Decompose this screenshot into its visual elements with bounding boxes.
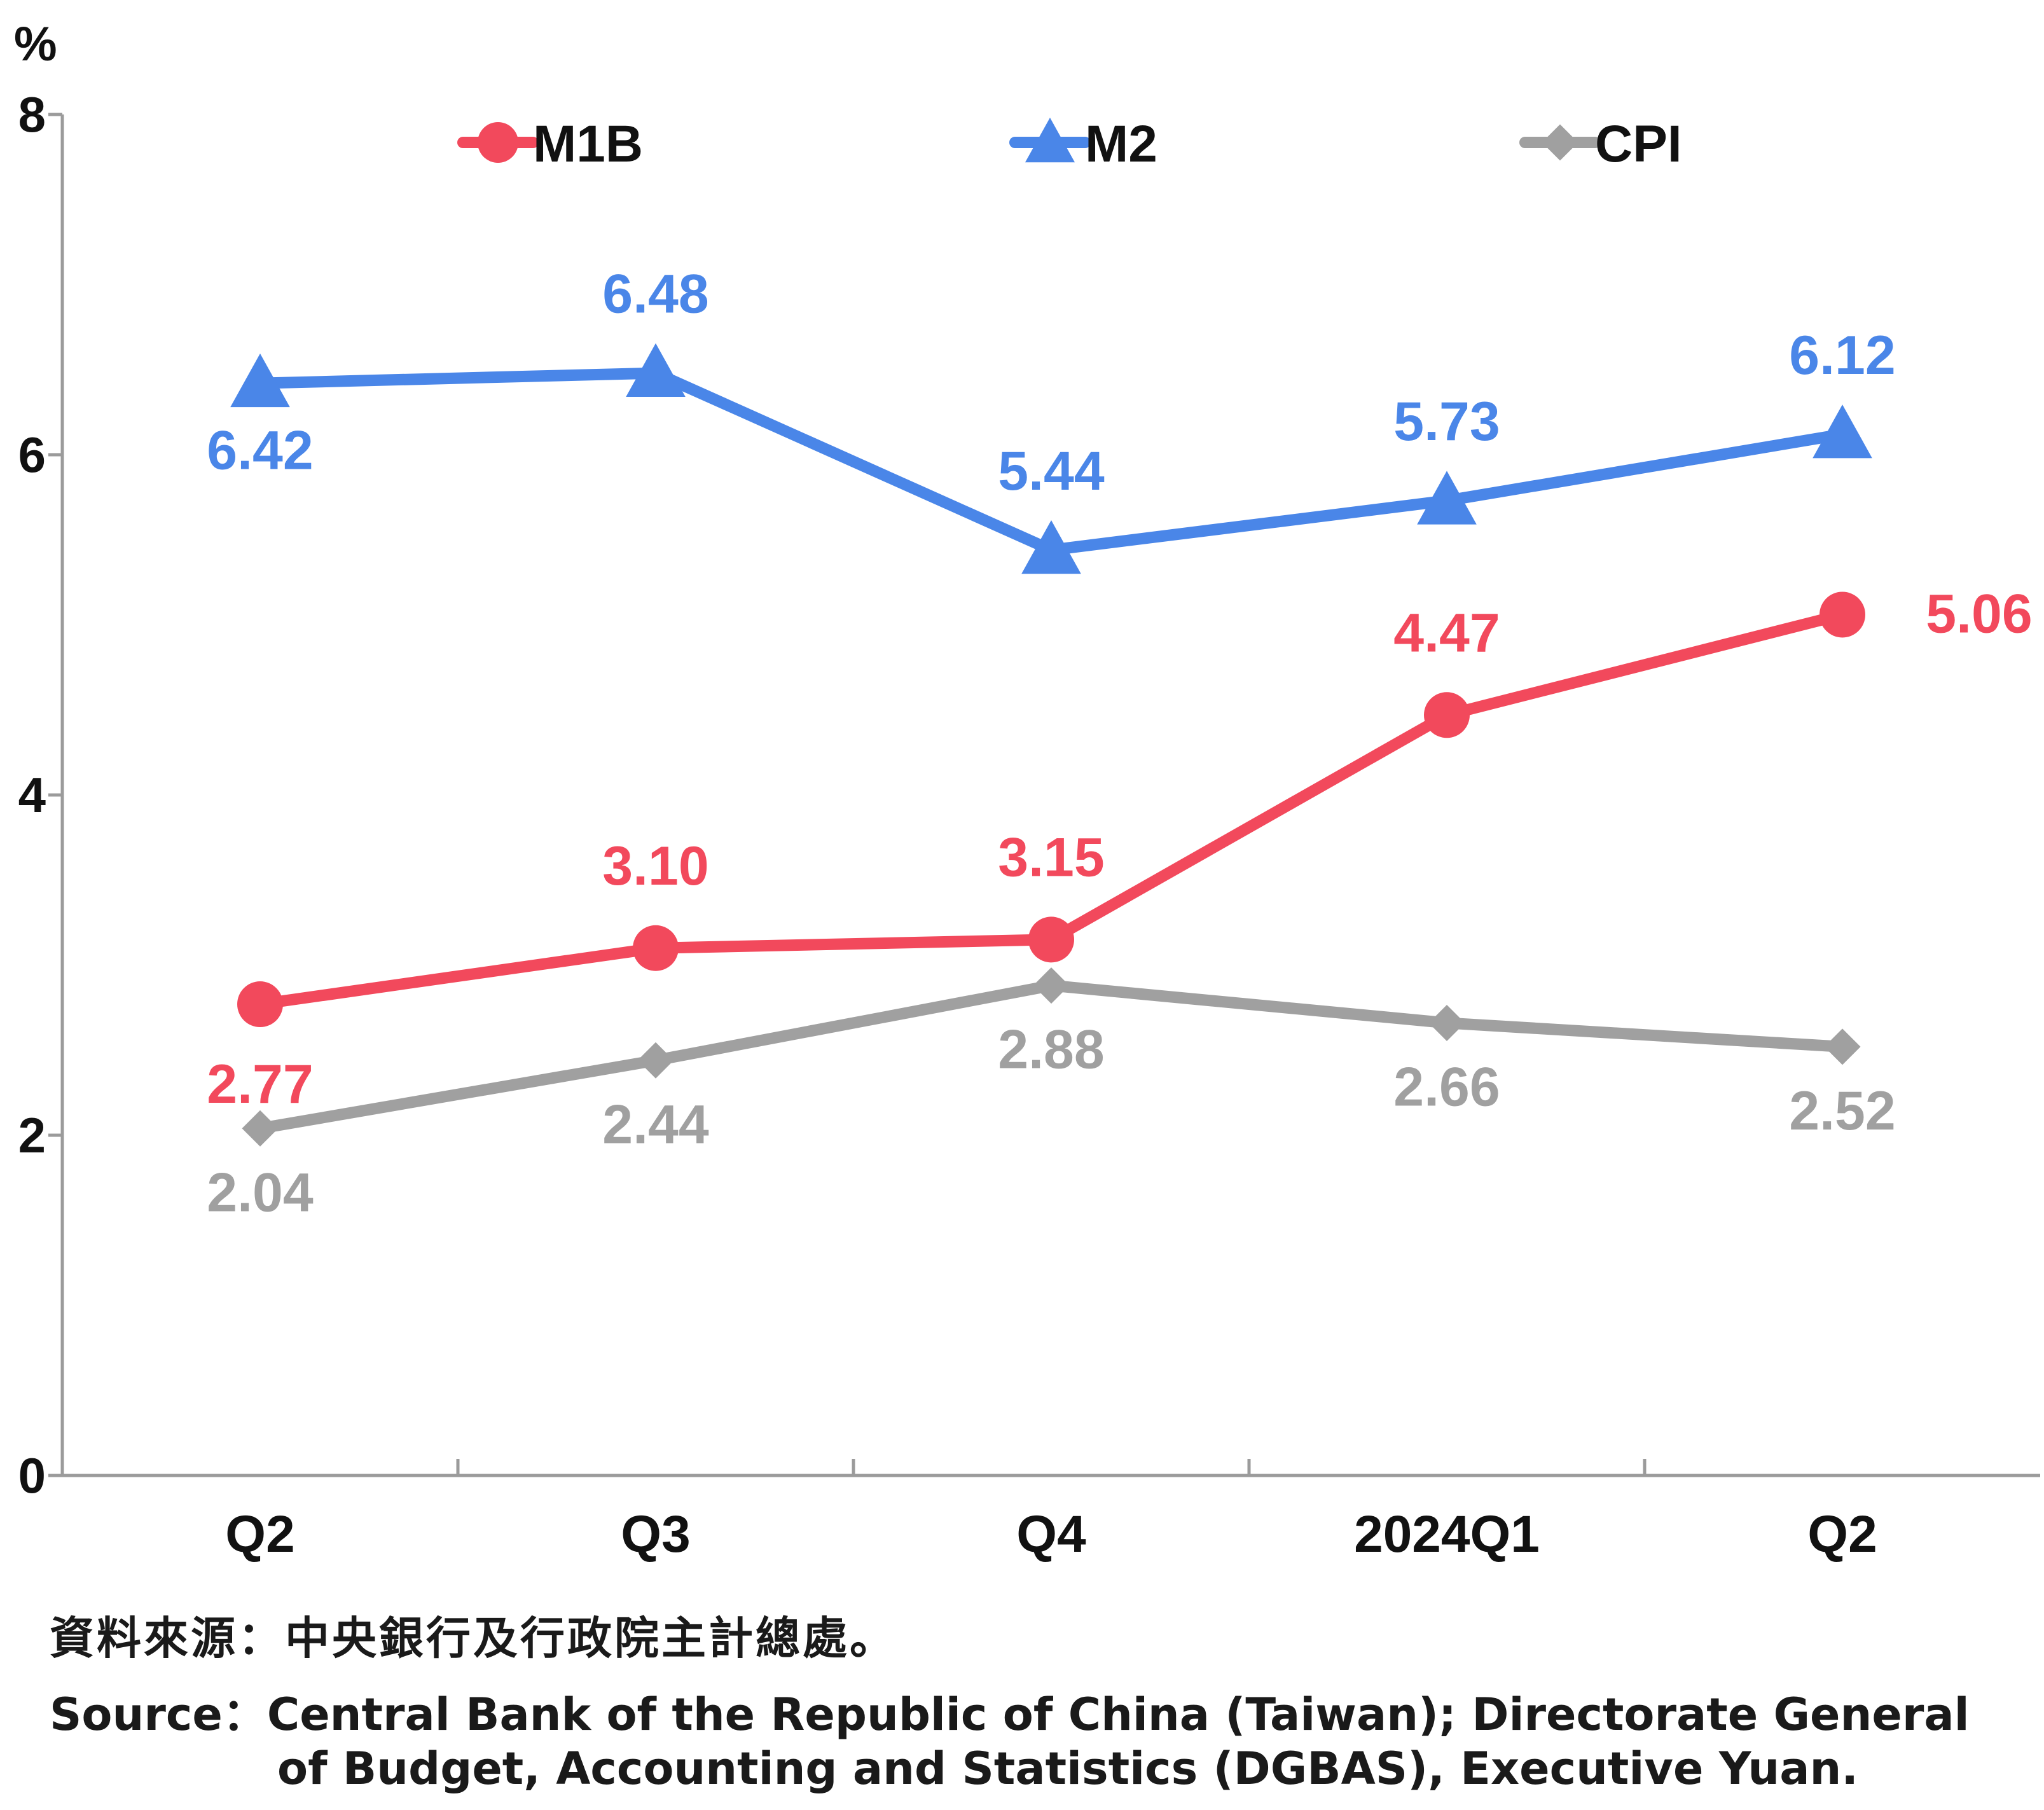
cpi-point-marker [1428, 1004, 1465, 1041]
m1b-data-label: 4.47 [1393, 602, 1500, 663]
legend-marker-m1b [478, 122, 518, 163]
m2-data-label: 5.44 [998, 441, 1105, 502]
m1b-point-marker [1028, 916, 1074, 963]
cpi-data-label: 2.04 [207, 1162, 314, 1223]
series-markers [230, 343, 1872, 1147]
cpi-point-marker [1033, 967, 1070, 1004]
y-axis-unit-label: % [14, 17, 57, 71]
m1b-data-label: 5.06 [1926, 583, 2032, 644]
source-note-chinese: 資料來源：中央銀行及行政院主計總處。 [50, 1612, 897, 1664]
legend-item-m2: M2 [1009, 115, 1157, 173]
legend-label-m2: M2 [1085, 115, 1157, 173]
m2-point-marker [1021, 520, 1081, 574]
legend-item-cpi: CPI [1519, 115, 1682, 173]
cpi-data-label: 2.44 [602, 1094, 709, 1155]
y-tick-label: 6 [18, 427, 46, 483]
y-tick-label: 2 [18, 1107, 46, 1163]
m1b-data-label: 3.15 [998, 827, 1104, 888]
cpi-point-marker [242, 1110, 279, 1147]
m1b-point-marker [633, 925, 679, 971]
x-tick-label: Q3 [621, 1505, 690, 1563]
data-labels: 2.04 2.44 2.88 2.66 2.52 2.77 3.10 3.15 4.47 5.06… [207, 264, 2032, 1224]
source-note-english-line1: Source：Central Bank of the Republic of C… [50, 1689, 1970, 1741]
axes: 0 2 4 6 8% Q2 Q3 Q4 2024Q1 Q2 [14, 17, 2040, 1563]
m2-point-marker [1417, 471, 1477, 525]
cpi-data-label: 2.66 [1393, 1056, 1500, 1117]
m2-point-marker [1813, 404, 1872, 459]
legend-label-m1b: M1B [533, 115, 643, 173]
m2-data-label: 6.42 [207, 420, 313, 481]
legend-label-cpi: CPI [1595, 115, 1682, 173]
legend: M1B M2 CPI [457, 115, 1682, 173]
m2-data-label: 6.12 [1789, 325, 1895, 386]
m1b-point-marker [1424, 692, 1470, 738]
legend-marker-m2 [1025, 118, 1075, 163]
legend-marker-cpi [1542, 124, 1578, 161]
m1b-data-label: 2.77 [207, 1054, 313, 1115]
cpi-point-marker [637, 1042, 674, 1079]
m2-data-label: 6.48 [602, 264, 708, 325]
legend-item-m1b: M1B [457, 115, 643, 173]
x-tick-label: Q2 [225, 1505, 294, 1563]
m2-data-label: 5.73 [1393, 391, 1500, 452]
m1b-point-marker [237, 981, 283, 1028]
m2-point-marker [626, 343, 686, 397]
m1b-data-label: 3.10 [602, 836, 708, 897]
y-tick-label: 0 [18, 1447, 46, 1503]
y-tick-label: 4 [18, 767, 46, 823]
m2-point-marker [230, 353, 290, 408]
cpi-data-label: 2.52 [1789, 1081, 1895, 1142]
x-tick-label: Q4 [1016, 1505, 1086, 1563]
line-chart: 0 2 4 6 8% Q2 Q3 Q4 2024Q1 Q2 2.04 2.44 2.88 2.66 2.5… [14, 17, 2040, 1563]
m1b-point-marker [1820, 591, 1865, 638]
x-tick-label: Q2 [1807, 1505, 1877, 1563]
cpi-data-label: 2.88 [998, 1019, 1104, 1081]
x-tick-label: 2024Q1 [1354, 1505, 1540, 1563]
y-tick-label: 8 [18, 86, 46, 142]
cpi-point-marker [1824, 1028, 1861, 1065]
source-note-english-line2: of Budget, Accounting and Statistics (DG… [277, 1743, 1858, 1795]
